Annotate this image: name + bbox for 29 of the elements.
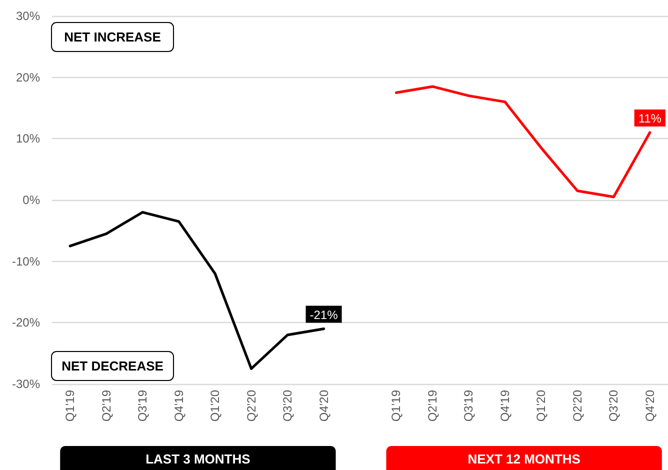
y-tick-label: -30%	[12, 377, 40, 391]
text: NEXT 12 MONTHS	[468, 452, 581, 466]
data-label: -21%	[310, 308, 338, 322]
x-tick-label: Q2'20	[570, 390, 584, 422]
x-tick-label: Q3'19	[462, 390, 476, 422]
x-tick-label: Q2'19	[425, 390, 440, 422]
y-tick-label: -20%	[12, 316, 40, 330]
annotation: NET DECREASE	[62, 358, 164, 374]
x-tick-label: Q3'20	[280, 390, 295, 422]
x-tick-label: Q4'20	[642, 390, 657, 422]
x-tick-label: Q4'19	[172, 390, 186, 422]
annotation: NET INCREASE	[64, 30, 162, 44]
y-tick-label: -10%	[12, 254, 40, 268]
y-tick-label: 20%	[16, 70, 40, 84]
x-tick-label: Q2'19	[99, 390, 114, 422]
x-tick-label: Q4'19	[498, 390, 512, 422]
x-tick-label: Q3'19	[136, 390, 150, 422]
data-label: 11%	[638, 112, 662, 126]
y-tick-label: 30%	[16, 9, 40, 23]
x-tick-label: Q4'20	[316, 390, 331, 422]
text: LAST 3 MONTHS	[146, 452, 251, 466]
x-tick-label: Q3'20	[606, 390, 621, 422]
x-tick-label: Q1'20	[208, 390, 222, 422]
x-tick-label: Q1'20	[534, 390, 548, 422]
x-tick-label: Q1'19	[63, 390, 78, 422]
x-tick-label: Q2'20	[244, 390, 258, 422]
y-tick-label: 0%	[22, 193, 40, 207]
y-tick-label: 10%	[16, 132, 40, 146]
x-tick-label: Q1'19	[389, 390, 404, 422]
